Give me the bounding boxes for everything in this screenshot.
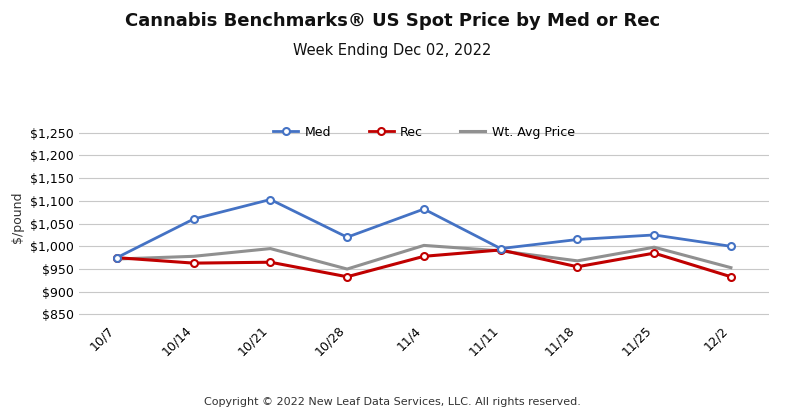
Text: Week Ending Dec 02, 2022: Week Ending Dec 02, 2022 (294, 43, 491, 58)
Y-axis label: $/pound: $/pound (11, 191, 24, 243)
Legend: Med, Rec, Wt. Avg Price: Med, Rec, Wt. Avg Price (268, 121, 579, 144)
Text: Cannabis Benchmarks® US Spot Price by Med or Rec: Cannabis Benchmarks® US Spot Price by Me… (125, 12, 660, 30)
Text: Copyright © 2022 New Leaf Data Services, LLC. All rights reserved.: Copyright © 2022 New Leaf Data Services,… (204, 397, 581, 407)
